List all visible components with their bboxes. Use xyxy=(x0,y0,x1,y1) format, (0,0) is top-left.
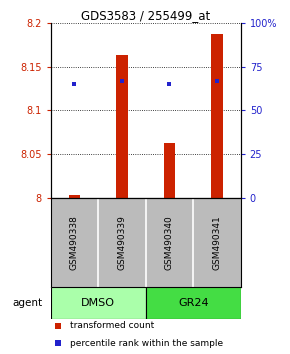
Bar xyxy=(116,55,128,198)
Bar xyxy=(68,195,80,198)
Text: percentile rank within the sample: percentile rank within the sample xyxy=(70,339,223,348)
Bar xyxy=(164,143,175,198)
Bar xyxy=(146,287,241,319)
Text: GSM490341: GSM490341 xyxy=(213,215,222,270)
Text: agent: agent xyxy=(12,298,42,308)
Text: transformed count: transformed count xyxy=(70,321,154,330)
Text: GSM490340: GSM490340 xyxy=(165,215,174,270)
Bar xyxy=(211,34,223,198)
Text: GSM490339: GSM490339 xyxy=(117,215,126,270)
Text: DMSO: DMSO xyxy=(81,298,115,308)
Text: GR24: GR24 xyxy=(178,298,209,308)
Text: GSM490338: GSM490338 xyxy=(70,215,79,270)
Title: GDS3583 / 255499_at: GDS3583 / 255499_at xyxy=(81,9,210,22)
Bar xyxy=(51,287,146,319)
